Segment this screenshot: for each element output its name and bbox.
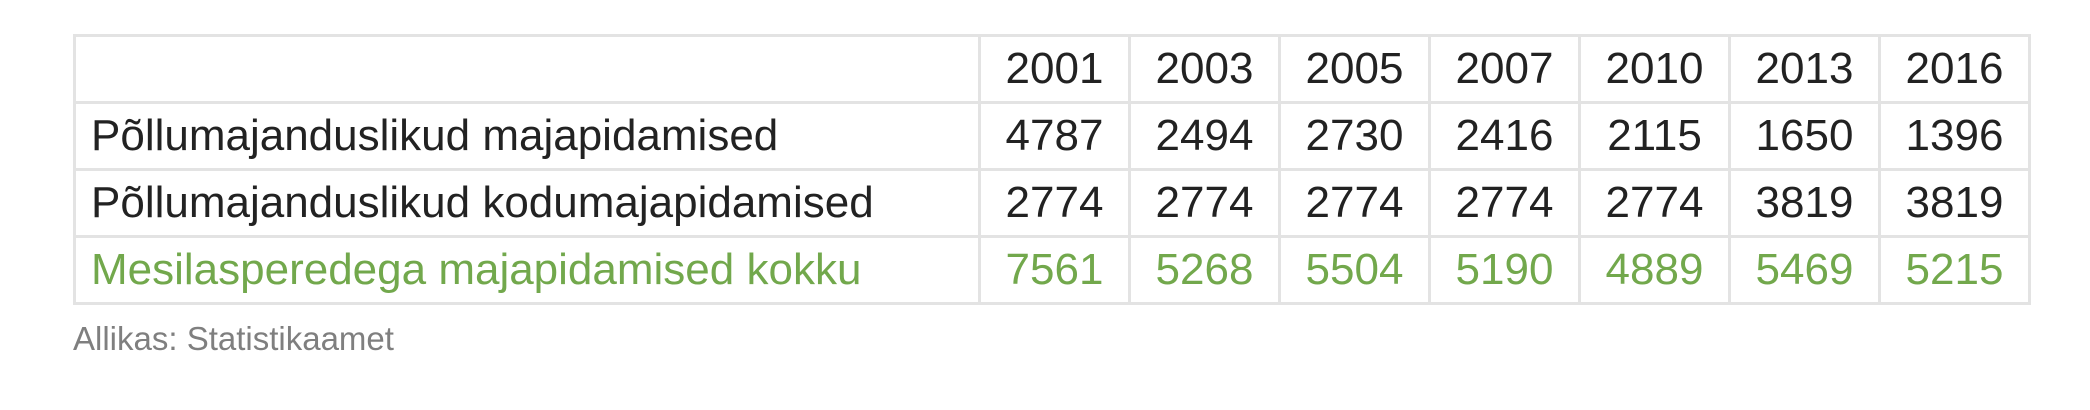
total-row: Mesilasperedega majapidamised kokku 7561…	[73, 235, 2031, 305]
table-cell: 2774	[1578, 168, 1731, 238]
total-row-label: Mesilasperedega majapidamised kokku	[73, 235, 981, 305]
table-cell: 3819	[1878, 168, 2031, 238]
year-header: 2010	[1578, 34, 1731, 104]
table-cell: 2494	[1128, 101, 1281, 171]
total-cell: 4889	[1578, 235, 1731, 305]
total-cell: 5504	[1278, 235, 1431, 305]
table-cell: 2774	[1278, 168, 1431, 238]
row-label: Põllumajanduslikud kodumajapidamised	[73, 168, 981, 238]
total-cell: 5215	[1878, 235, 2031, 305]
table-cell: 2730	[1278, 101, 1431, 171]
year-header: 2007	[1428, 34, 1581, 104]
header-row: 2001 2003 2005 2007 2010 2013 2016	[73, 34, 2031, 104]
source-note: Allikas: Statistikaamet	[73, 320, 394, 357]
total-cell: 5469	[1728, 235, 1881, 305]
table-cell: 2774	[1128, 168, 1281, 238]
year-header: 2003	[1128, 34, 1281, 104]
row-label: Põllumajanduslikud majapidamised	[73, 101, 981, 171]
table-cell: 2774	[978, 168, 1131, 238]
data-table: 2001 2003 2005 2007 2010 2013 2016 Põllu…	[73, 34, 2031, 305]
total-cell: 5190	[1428, 235, 1581, 305]
table-cell: 3819	[1728, 168, 1881, 238]
table-cell: 4787	[978, 101, 1131, 171]
year-header: 2016	[1878, 34, 2031, 104]
total-cell: 5268	[1128, 235, 1281, 305]
total-cell: 7561	[978, 235, 1131, 305]
table-cell: 2774	[1428, 168, 1581, 238]
year-header: 2013	[1728, 34, 1881, 104]
table-cell: 2115	[1578, 101, 1731, 171]
year-header: 2005	[1278, 34, 1431, 104]
year-header: 2001	[978, 34, 1131, 104]
table-row: Põllumajanduslikud kodumajapidamised 277…	[73, 168, 2031, 238]
table-cell: 2416	[1428, 101, 1581, 171]
table-cell: 1396	[1878, 101, 2031, 171]
table-row: Põllumajanduslikud majapidamised 4787 24…	[73, 101, 2031, 171]
header-corner-cell	[73, 34, 981, 104]
table-cell: 1650	[1728, 101, 1881, 171]
